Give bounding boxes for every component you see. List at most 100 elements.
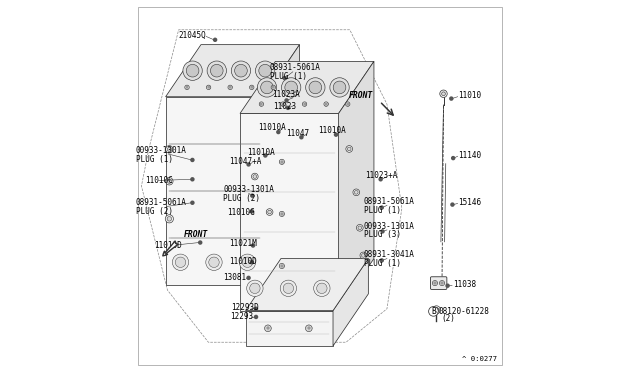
Text: 15146: 15146 <box>458 198 481 207</box>
Circle shape <box>190 201 195 205</box>
Text: 00933-1301A: 00933-1301A <box>223 185 274 194</box>
Text: 11010D: 11010D <box>154 241 182 250</box>
Circle shape <box>282 76 287 80</box>
Circle shape <box>380 229 385 234</box>
Circle shape <box>305 325 312 332</box>
Circle shape <box>251 243 255 248</box>
Circle shape <box>434 308 438 312</box>
Text: 21045Q: 21045Q <box>179 31 207 40</box>
Circle shape <box>434 308 438 312</box>
Text: 11010C: 11010C <box>145 176 173 185</box>
Circle shape <box>440 280 445 286</box>
Circle shape <box>254 307 259 311</box>
Text: 11021M: 11021M <box>229 239 257 248</box>
Circle shape <box>286 106 291 110</box>
Circle shape <box>284 98 289 103</box>
Circle shape <box>209 257 219 267</box>
Circle shape <box>285 81 298 94</box>
Circle shape <box>250 260 254 264</box>
Circle shape <box>257 78 276 97</box>
Circle shape <box>356 224 363 231</box>
Circle shape <box>317 283 327 294</box>
Circle shape <box>165 215 173 223</box>
Circle shape <box>211 64 223 77</box>
Circle shape <box>250 193 255 198</box>
Text: 08931-5061A: 08931-5061A <box>364 197 415 206</box>
Circle shape <box>330 78 349 97</box>
Circle shape <box>253 175 257 179</box>
Text: 11010D: 11010D <box>229 257 257 266</box>
Circle shape <box>449 96 454 101</box>
Circle shape <box>243 257 253 267</box>
Text: FRONT: FRONT <box>184 230 208 239</box>
Circle shape <box>235 64 247 77</box>
Circle shape <box>355 190 358 194</box>
Circle shape <box>380 258 384 263</box>
Circle shape <box>282 78 301 97</box>
Text: 08931-5061A: 08931-5061A <box>136 198 187 207</box>
Circle shape <box>346 145 353 152</box>
Circle shape <box>213 38 218 42</box>
Circle shape <box>246 162 251 167</box>
Circle shape <box>279 211 284 217</box>
Circle shape <box>334 132 338 137</box>
Circle shape <box>255 61 275 80</box>
Circle shape <box>207 61 227 80</box>
Circle shape <box>268 210 271 214</box>
Text: 11010A: 11010A <box>259 123 286 132</box>
Circle shape <box>433 280 438 286</box>
Polygon shape <box>240 61 374 113</box>
Circle shape <box>358 226 362 230</box>
Polygon shape <box>264 45 300 285</box>
Text: 11023+A: 11023+A <box>365 171 397 180</box>
Circle shape <box>250 283 260 294</box>
Polygon shape <box>166 45 300 97</box>
Text: 00933-1301A: 00933-1301A <box>364 222 415 231</box>
Circle shape <box>190 177 195 182</box>
Text: PLUG (3): PLUG (3) <box>364 230 401 239</box>
Circle shape <box>346 102 350 106</box>
Circle shape <box>239 254 255 270</box>
Circle shape <box>166 145 173 153</box>
Circle shape <box>271 85 276 90</box>
Text: FRONT: FRONT <box>349 91 374 100</box>
Circle shape <box>362 254 365 257</box>
Circle shape <box>314 280 330 296</box>
Circle shape <box>451 156 456 160</box>
Circle shape <box>252 173 258 180</box>
Circle shape <box>445 283 450 288</box>
Polygon shape <box>333 259 369 346</box>
Text: PLUG (1): PLUG (1) <box>136 155 173 164</box>
Circle shape <box>306 78 325 97</box>
Circle shape <box>433 306 440 314</box>
Circle shape <box>167 217 172 221</box>
Circle shape <box>333 81 346 94</box>
Circle shape <box>250 85 254 90</box>
Text: 11047+A: 11047+A <box>229 157 261 166</box>
Text: PLUG (2): PLUG (2) <box>136 207 173 216</box>
Text: ^ 0:0277: ^ 0:0277 <box>461 356 497 362</box>
Circle shape <box>206 85 211 90</box>
Circle shape <box>324 102 328 106</box>
Text: (2): (2) <box>441 314 455 323</box>
Circle shape <box>231 61 251 80</box>
Circle shape <box>348 147 351 151</box>
Circle shape <box>279 263 284 269</box>
Polygon shape <box>166 97 264 285</box>
Circle shape <box>276 130 280 134</box>
Circle shape <box>360 252 367 259</box>
Circle shape <box>266 209 273 215</box>
Circle shape <box>198 240 202 245</box>
Circle shape <box>190 158 195 162</box>
Text: 11010: 11010 <box>458 91 481 100</box>
Polygon shape <box>246 311 333 346</box>
Circle shape <box>228 85 232 90</box>
Text: 11023A: 11023A <box>271 90 300 99</box>
Circle shape <box>309 81 322 94</box>
Circle shape <box>378 177 383 182</box>
Text: 08931-3041A: 08931-3041A <box>364 250 415 259</box>
Text: 12293D: 12293D <box>231 303 259 312</box>
Text: 11010A: 11010A <box>318 126 346 135</box>
Circle shape <box>299 135 303 140</box>
Text: 00933-1301A: 00933-1301A <box>136 146 187 155</box>
